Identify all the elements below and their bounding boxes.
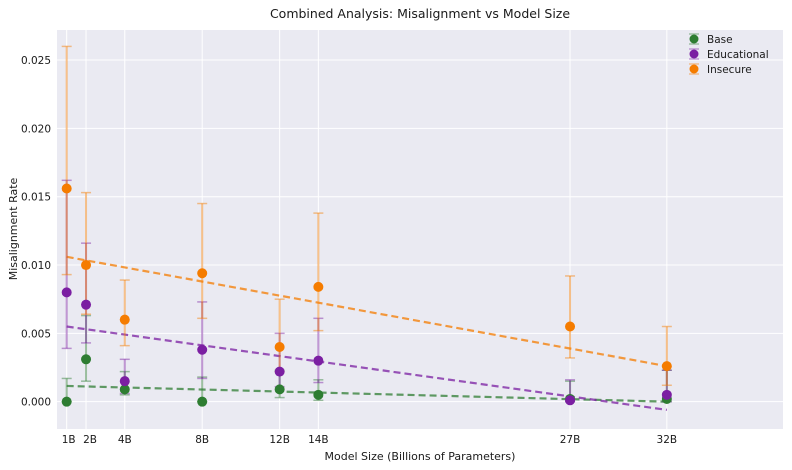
x-tick-label: 8B <box>195 434 209 446</box>
data-point-educational <box>313 355 324 366</box>
data-point-educational <box>197 344 208 355</box>
data-points <box>61 183 672 407</box>
data-point-educational <box>565 395 576 406</box>
y-tick-label: 0.010 <box>21 260 51 272</box>
legend-label-educational: Educational <box>707 49 769 61</box>
x-axis-label: Model Size (Billions of Parameters) <box>325 450 516 463</box>
data-point-insecure <box>119 314 130 325</box>
legend-label-base: Base <box>707 34 733 46</box>
data-point-base <box>313 389 324 400</box>
x-tick-label: 14B <box>308 434 329 446</box>
x-tick-label: 2B <box>83 434 97 446</box>
plot-background <box>57 30 783 429</box>
data-point-base <box>274 384 285 395</box>
x-tick-label: 32B <box>657 434 678 446</box>
x-axis-ticks: 1B 2B 4B 8B 12B 14B 27B 32B <box>62 434 677 446</box>
data-point-base <box>61 396 72 407</box>
y-tick-label: 0.015 <box>21 192 51 204</box>
data-point-insecure <box>197 268 208 279</box>
data-point-insecure <box>313 281 324 292</box>
trend-line-insecure <box>66 255 668 368</box>
y-axis-label: Misalignment Rate <box>7 177 20 280</box>
data-point-base <box>197 396 208 407</box>
data-point-insecure <box>81 260 92 271</box>
data-point-base <box>119 384 130 395</box>
trend-line-educational <box>66 325 667 411</box>
x-tick-label: 1B <box>62 434 76 446</box>
data-point-insecure <box>661 361 672 372</box>
legend-label-insecure: Insecure <box>707 64 752 76</box>
y-axis-ticks: 0.000 0.005 0.010 0.015 0.020 0.025 <box>21 55 51 409</box>
y-tick-label: 0.020 <box>21 123 51 135</box>
y-tick-label: 0.025 <box>21 55 51 67</box>
x-tick-label: 27B <box>560 434 581 446</box>
data-point-educational <box>61 287 72 298</box>
legend: Base Educational Insecure <box>689 33 769 76</box>
data-point-educational <box>119 376 130 387</box>
legend-marker-educational <box>689 49 699 59</box>
y-tick-label: 0.000 <box>21 397 51 409</box>
data-point-educational <box>274 366 285 377</box>
data-point-educational <box>661 389 672 400</box>
data-point-base <box>81 354 92 365</box>
x-tick-label: 12B <box>269 434 290 446</box>
data-point-educational <box>81 299 92 310</box>
data-point-insecure <box>274 342 285 353</box>
legend-marker-insecure <box>689 64 699 74</box>
data-point-insecure <box>565 321 576 332</box>
x-tick-label: 4B <box>118 434 132 446</box>
legend-marker-base <box>689 34 699 44</box>
chart-title: Combined Analysis: Misalignment vs Model… <box>270 6 570 21</box>
data-point-insecure <box>61 183 72 194</box>
y-tick-label: 0.005 <box>21 328 51 340</box>
